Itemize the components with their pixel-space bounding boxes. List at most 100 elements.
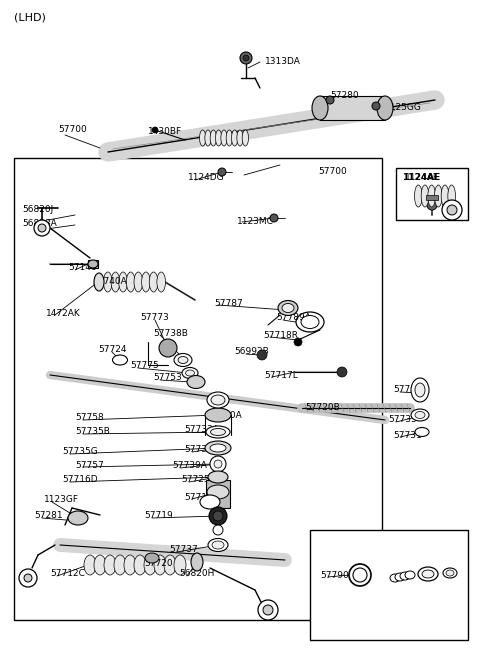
Text: 57753: 57753	[153, 373, 182, 383]
Text: 57700: 57700	[58, 126, 87, 134]
Ellipse shape	[301, 316, 319, 329]
Text: 57733: 57733	[388, 415, 417, 424]
Ellipse shape	[94, 273, 104, 291]
Ellipse shape	[124, 555, 136, 575]
Text: 57757: 57757	[75, 462, 104, 470]
Circle shape	[218, 168, 226, 176]
Ellipse shape	[242, 130, 249, 146]
Ellipse shape	[205, 130, 211, 146]
Ellipse shape	[421, 185, 429, 207]
Text: 1125GG: 1125GG	[385, 103, 422, 113]
Circle shape	[24, 574, 32, 582]
Text: 57735B: 57735B	[75, 428, 110, 436]
Circle shape	[240, 52, 252, 64]
Circle shape	[152, 127, 158, 133]
Ellipse shape	[212, 541, 224, 549]
Ellipse shape	[119, 272, 127, 292]
Text: 57717L: 57717L	[264, 371, 298, 379]
Ellipse shape	[353, 568, 367, 582]
Text: 57736A: 57736A	[184, 445, 219, 455]
Ellipse shape	[164, 555, 176, 575]
Circle shape	[257, 350, 267, 360]
Text: 1123GF: 1123GF	[44, 495, 79, 504]
Ellipse shape	[405, 571, 415, 579]
Ellipse shape	[400, 572, 410, 580]
Ellipse shape	[237, 130, 243, 146]
Ellipse shape	[422, 570, 434, 578]
Ellipse shape	[182, 367, 198, 379]
Text: 57733A: 57733A	[184, 426, 219, 434]
Circle shape	[209, 507, 227, 525]
Ellipse shape	[114, 555, 126, 575]
Ellipse shape	[207, 485, 229, 499]
Ellipse shape	[441, 185, 449, 207]
Ellipse shape	[411, 378, 429, 402]
Circle shape	[294, 338, 302, 346]
Ellipse shape	[395, 573, 405, 581]
Text: 57731: 57731	[393, 430, 422, 440]
Text: 57280: 57280	[330, 90, 359, 100]
Ellipse shape	[149, 272, 158, 292]
Ellipse shape	[185, 370, 194, 376]
Ellipse shape	[200, 130, 206, 146]
Ellipse shape	[68, 511, 88, 525]
Text: 57724: 57724	[98, 345, 127, 354]
Ellipse shape	[446, 570, 454, 576]
Ellipse shape	[178, 356, 188, 364]
Circle shape	[243, 55, 249, 61]
Text: 56820H: 56820H	[179, 569, 215, 578]
Bar	[14, 158, 382, 620]
Circle shape	[210, 456, 226, 472]
Ellipse shape	[390, 574, 400, 582]
Ellipse shape	[144, 555, 156, 575]
Ellipse shape	[418, 567, 438, 581]
Ellipse shape	[443, 568, 457, 578]
Text: 57712C: 57712C	[50, 569, 85, 578]
Ellipse shape	[211, 395, 225, 405]
Text: 56250A: 56250A	[207, 411, 242, 419]
Text: 57719: 57719	[144, 512, 173, 521]
Ellipse shape	[145, 553, 159, 563]
Ellipse shape	[428, 185, 435, 207]
Ellipse shape	[296, 312, 324, 332]
Ellipse shape	[174, 354, 192, 367]
Text: 1124AE: 1124AE	[405, 174, 440, 183]
Circle shape	[34, 220, 50, 236]
Text: 57718R: 57718R	[263, 331, 298, 339]
Text: 57787: 57787	[214, 299, 243, 307]
Ellipse shape	[221, 130, 227, 146]
Ellipse shape	[226, 130, 232, 146]
Circle shape	[258, 600, 278, 620]
Text: 57716D: 57716D	[62, 476, 97, 485]
Text: 56820J: 56820J	[22, 206, 53, 214]
Ellipse shape	[104, 272, 112, 292]
Ellipse shape	[187, 375, 205, 388]
Text: 57700: 57700	[318, 168, 347, 176]
Ellipse shape	[208, 538, 228, 552]
Bar	[310, 530, 468, 640]
Text: 57737: 57737	[169, 546, 198, 555]
Ellipse shape	[205, 441, 231, 455]
Text: 57281: 57281	[34, 512, 62, 521]
Ellipse shape	[434, 185, 442, 207]
Text: 1313DA: 1313DA	[265, 58, 301, 67]
Ellipse shape	[210, 130, 216, 146]
Circle shape	[214, 460, 222, 468]
Text: 1472AK: 1472AK	[46, 309, 81, 318]
Text: 57725A: 57725A	[181, 476, 216, 485]
Circle shape	[263, 605, 273, 615]
Ellipse shape	[134, 555, 146, 575]
Ellipse shape	[415, 383, 425, 397]
Ellipse shape	[142, 272, 150, 292]
Ellipse shape	[112, 355, 128, 365]
Circle shape	[372, 102, 380, 110]
Circle shape	[38, 224, 46, 232]
Ellipse shape	[448, 185, 456, 207]
Ellipse shape	[278, 301, 298, 316]
Ellipse shape	[349, 564, 371, 586]
Text: 57775: 57775	[130, 362, 159, 371]
Ellipse shape	[312, 96, 328, 120]
Bar	[88, 260, 98, 268]
Ellipse shape	[206, 426, 230, 438]
Ellipse shape	[154, 555, 166, 575]
